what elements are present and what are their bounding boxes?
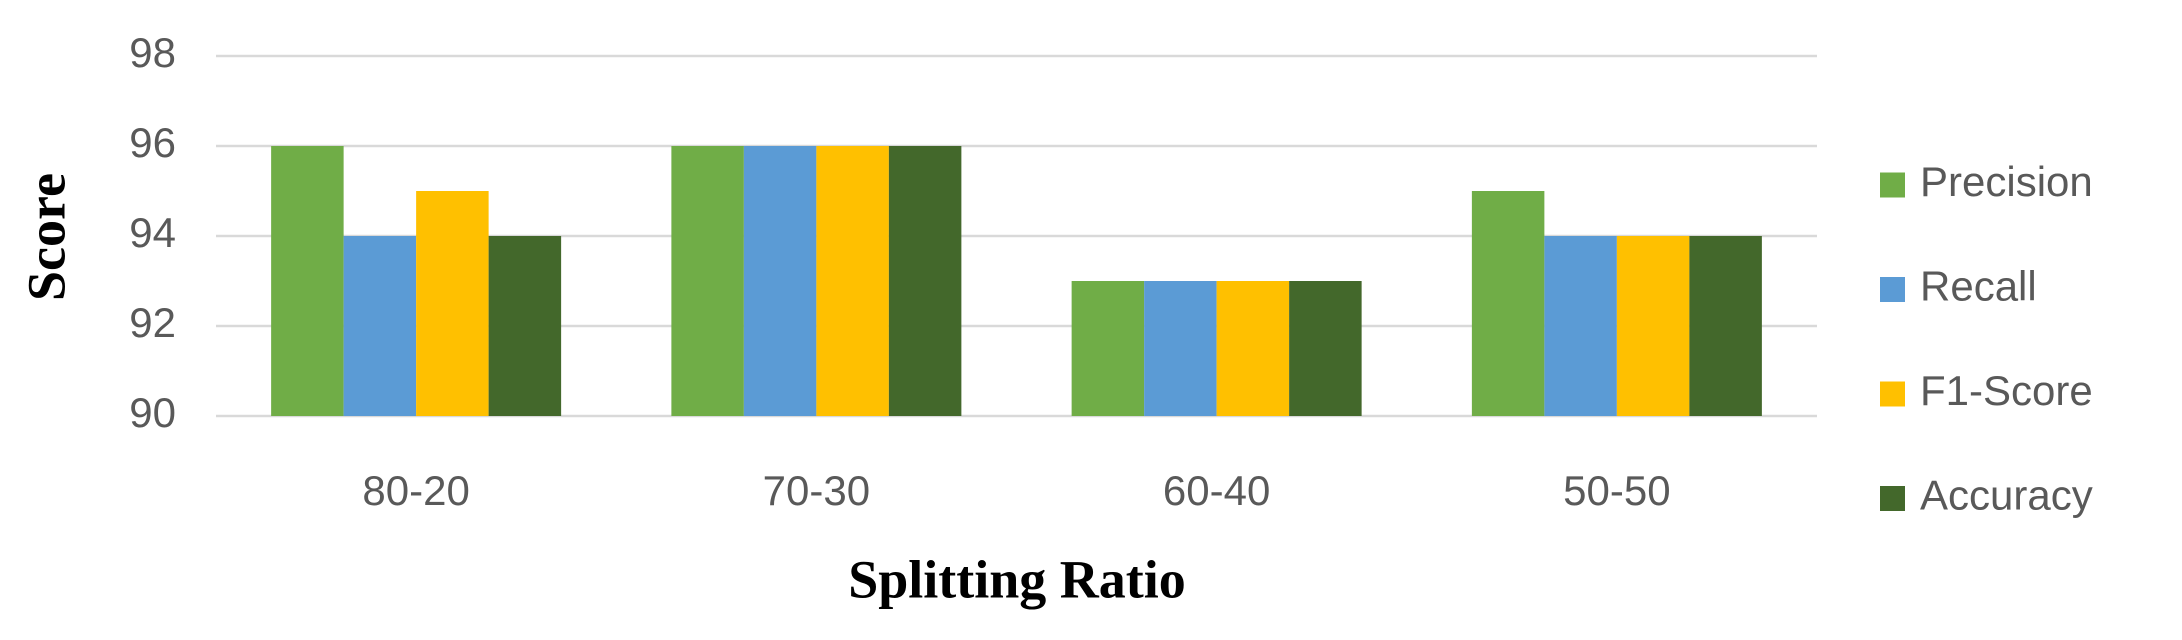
bar	[1144, 281, 1217, 416]
y-tick-label: 92	[129, 299, 176, 346]
y-tick-label: 98	[129, 29, 176, 76]
bar	[743, 146, 817, 416]
y-tick-label: 94	[129, 209, 176, 256]
bar	[1689, 236, 1762, 416]
bar	[1544, 236, 1617, 416]
y-tick-label: 96	[129, 119, 176, 166]
x-tick-label: 50-50	[1563, 467, 1670, 514]
legend-label: Precision	[1920, 158, 2093, 205]
bar	[1289, 281, 1362, 416]
legend-swatch	[1880, 277, 1905, 302]
x-tick-label: 70-30	[763, 467, 870, 514]
bar	[816, 146, 889, 416]
y-tick-label: 90	[129, 389, 176, 436]
x-tick-label: 60-40	[1163, 467, 1270, 514]
bar	[1471, 191, 1545, 416]
x-tick-label: 80-20	[362, 467, 469, 514]
bar	[888, 146, 962, 416]
legend-label: Recall	[1920, 263, 2037, 310]
legend-swatch	[1880, 486, 1905, 511]
bar	[271, 146, 344, 416]
legend-label: F1-Score	[1920, 367, 2093, 414]
bar	[488, 236, 562, 416]
x-axis-title: Splitting Ratio	[848, 549, 1186, 609]
legend-swatch	[1880, 172, 1905, 198]
bar	[1216, 281, 1290, 416]
bar	[671, 146, 744, 416]
y-axis-title: Score	[16, 173, 76, 301]
bar	[1071, 281, 1145, 416]
legend-label: Accuracy	[1920, 472, 2093, 519]
bar	[416, 191, 489, 416]
legend-swatch	[1880, 381, 1905, 407]
bar	[343, 236, 417, 416]
bar	[1616, 236, 1690, 416]
